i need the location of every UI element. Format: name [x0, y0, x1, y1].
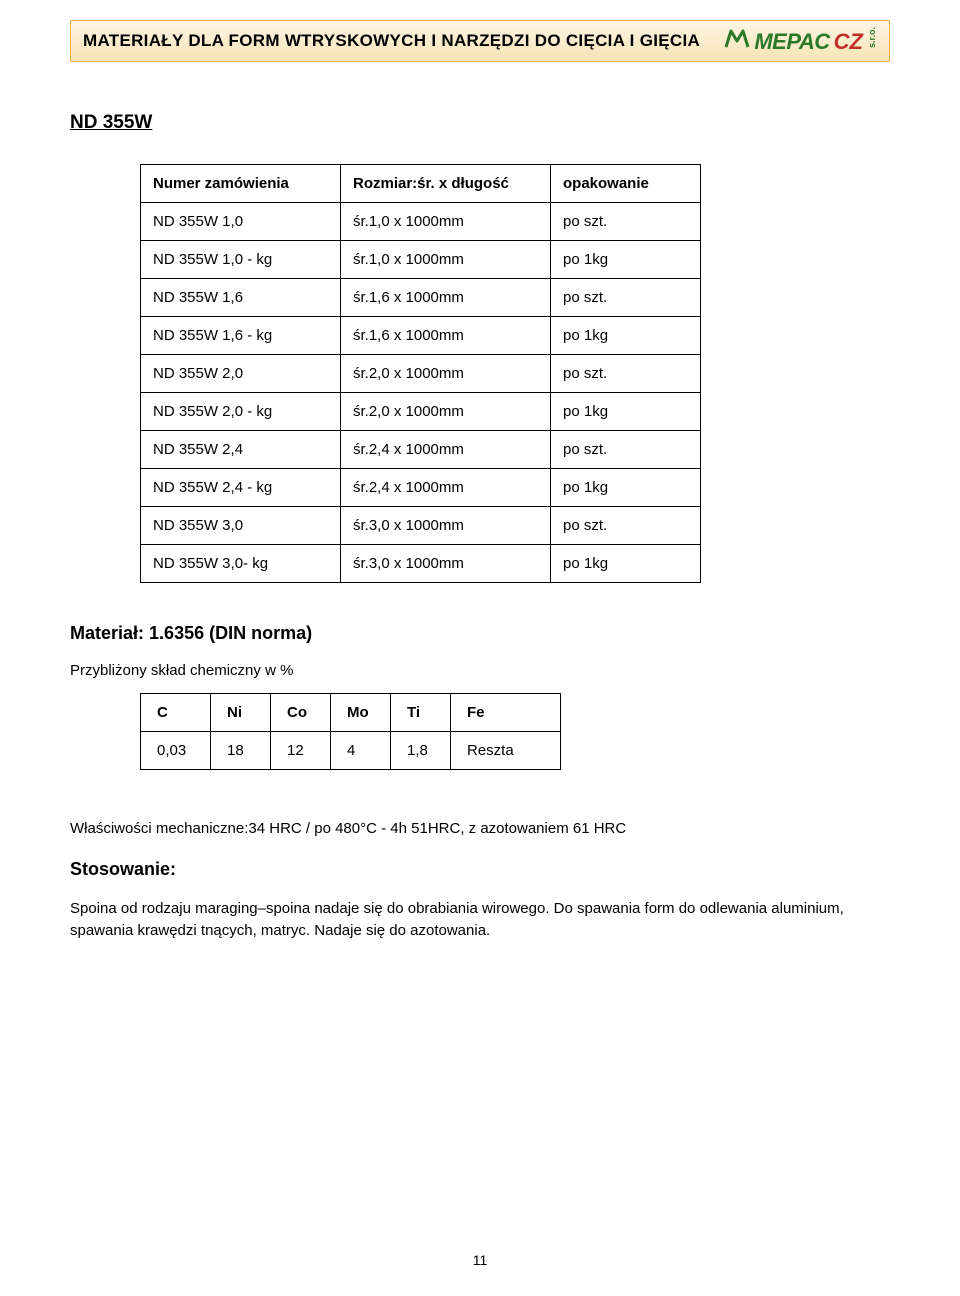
table-cell: 1,8 — [391, 732, 451, 770]
section-title: ND 355W — [70, 112, 890, 134]
table-cell: ND 355W 3,0- kg — [141, 545, 341, 583]
header-title: MATERIAŁY DLA FORM WTRYSKOWYCH I NARZĘDZ… — [83, 31, 700, 51]
chem-composition-label: Przybliżony skład chemiczny w % — [70, 662, 890, 679]
table-cell: po szt. — [551, 203, 701, 241]
table-row: ND 355W 1,6śr.1,6 x 1000mmpo szt. — [141, 279, 701, 317]
logo-text-sro: s.r.o. — [867, 27, 877, 48]
page-number: 11 — [0, 1252, 960, 1268]
mechanical-properties: Właściwości mechaniczne:34 HRC / po 480°… — [70, 820, 890, 837]
table-row: 0,03181241,8Reszta — [141, 732, 561, 770]
table-cell: po szt. — [551, 279, 701, 317]
table-row: ND 355W 1,0 - kgśr.1,0 x 1000mmpo 1kg — [141, 241, 701, 279]
table-cell: po szt. — [551, 431, 701, 469]
material-label: Materiał: — [70, 623, 144, 643]
table-cell: ND 355W 2,4 — [141, 431, 341, 469]
table-cell: po 1kg — [551, 469, 701, 507]
table-row: ND 355W 3,0- kgśr.3,0 x 1000mmpo 1kg — [141, 545, 701, 583]
table-cell: śr.2,0 x 1000mm — [341, 355, 551, 393]
table-cell: ND 355W 2,0 — [141, 355, 341, 393]
page: MATERIAŁY DLA FORM WTRYSKOWYCH I NARZĘDZ… — [0, 0, 960, 1296]
table-cell: ND 355W 1,0 - kg — [141, 241, 341, 279]
order-table-wrap: Numer zamówieniaRozmiar:śr. x długośćopa… — [140, 164, 890, 583]
table-cell: śr.1,0 x 1000mm — [341, 203, 551, 241]
logo-text-cz: CZ — [834, 29, 863, 55]
table-cell: ND 355W 1,6 - kg — [141, 317, 341, 355]
table-header-cell: Ti — [391, 694, 451, 732]
table-cell: 18 — [211, 732, 271, 770]
usage-heading: Stosowanie: — [70, 859, 890, 880]
table-cell: ND 355W 2,4 - kg — [141, 469, 341, 507]
logo-icon — [724, 27, 750, 49]
table-cell: 12 — [271, 732, 331, 770]
table-cell: po szt. — [551, 507, 701, 545]
table-cell: śr.1,0 x 1000mm — [341, 241, 551, 279]
table-row: ND 355W 2,0śr.2,0 x 1000mmpo szt. — [141, 355, 701, 393]
table-row: ND 355W 2,0 - kgśr.2,0 x 1000mmpo 1kg — [141, 393, 701, 431]
chem-table-wrap: CNiCoMoTiFe 0,03181241,8Reszta — [140, 693, 890, 770]
table-header-row: CNiCoMoTiFe — [141, 694, 561, 732]
table-cell: po 1kg — [551, 393, 701, 431]
table-header-cell: Co — [271, 694, 331, 732]
logo-text-main: MEPAC — [754, 29, 829, 55]
chem-table: CNiCoMoTiFe 0,03181241,8Reszta — [140, 693, 561, 770]
table-cell: po 1kg — [551, 545, 701, 583]
table-cell: po 1kg — [551, 317, 701, 355]
material-value: 1.6356 (DIN norma) — [149, 623, 312, 643]
table-cell: po 1kg — [551, 241, 701, 279]
table-cell: śr.2,4 x 1000mm — [341, 431, 551, 469]
table-header-cell: Rozmiar:śr. x długość — [341, 165, 551, 203]
table-cell: ND 355W 1,6 — [141, 279, 341, 317]
material-heading: Materiał: 1.6356 (DIN norma) — [70, 623, 890, 644]
table-header-cell: C — [141, 694, 211, 732]
table-header-cell: Mo — [331, 694, 391, 732]
table-row: ND 355W 1,0śr.1,0 x 1000mmpo szt. — [141, 203, 701, 241]
table-cell: śr.1,6 x 1000mm — [341, 279, 551, 317]
table-cell: Reszta — [451, 732, 561, 770]
document-header: MATERIAŁY DLA FORM WTRYSKOWYCH I NARZĘDZ… — [70, 20, 890, 62]
table-cell: śr.3,0 x 1000mm — [341, 545, 551, 583]
table-cell: śr.1,6 x 1000mm — [341, 317, 551, 355]
table-cell: ND 355W 3,0 — [141, 507, 341, 545]
table-cell: 0,03 — [141, 732, 211, 770]
table-header-cell: Numer zamówienia — [141, 165, 341, 203]
table-cell: śr.3,0 x 1000mm — [341, 507, 551, 545]
table-row: ND 355W 2,4śr.2,4 x 1000mmpo szt. — [141, 431, 701, 469]
usage-body: Spoina od rodzaju maraging–spoina nadaje… — [70, 898, 890, 942]
logo: MEPAC CZ s.r.o. — [724, 27, 877, 55]
table-cell: po szt. — [551, 355, 701, 393]
table-cell: śr.2,4 x 1000mm — [341, 469, 551, 507]
table-header-cell: Ni — [211, 694, 271, 732]
table-cell: 4 — [331, 732, 391, 770]
table-cell: śr.2,0 x 1000mm — [341, 393, 551, 431]
table-header-row: Numer zamówieniaRozmiar:śr. x długośćopa… — [141, 165, 701, 203]
order-table: Numer zamówieniaRozmiar:śr. x długośćopa… — [140, 164, 701, 583]
table-row: ND 355W 3,0śr.3,0 x 1000mmpo szt. — [141, 507, 701, 545]
table-cell: ND 355W 1,0 — [141, 203, 341, 241]
table-header-cell: Fe — [451, 694, 561, 732]
table-row: ND 355W 1,6 - kgśr.1,6 x 1000mmpo 1kg — [141, 317, 701, 355]
table-row: ND 355W 2,4 - kgśr.2,4 x 1000mmpo 1kg — [141, 469, 701, 507]
table-cell: ND 355W 2,0 - kg — [141, 393, 341, 431]
table-header-cell: opakowanie — [551, 165, 701, 203]
